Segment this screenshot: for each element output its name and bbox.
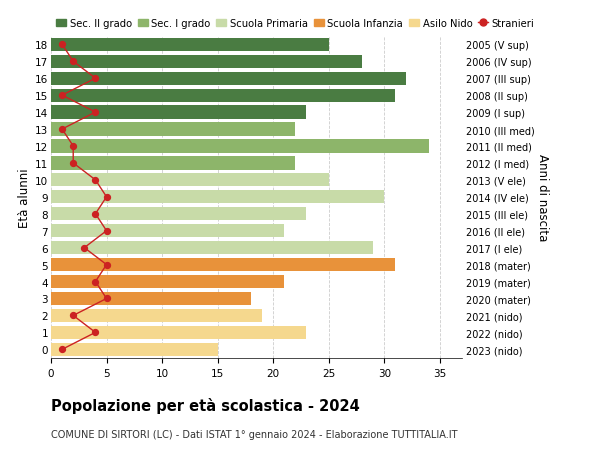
Point: [80, 245, 89, 252]
Point: [58, 126, 67, 134]
Point: [91, 278, 100, 285]
Bar: [51, 39, 329, 52]
Bar: [51, 309, 262, 322]
Point: [91, 75, 100, 83]
Bar: [51, 90, 395, 102]
Text: COMUNE DI SIRTORI (LC) - Dati ISTAT 1° gennaio 2024 - Elaborazione TUTTITALIA.IT: COMUNE DI SIRTORI (LC) - Dati ISTAT 1° g…: [51, 429, 458, 439]
Point: [68, 312, 78, 319]
Point: [58, 346, 67, 353]
Bar: [51, 56, 362, 69]
Text: Popolazione per età scolastica - 2024: Popolazione per età scolastica - 2024: [51, 397, 360, 413]
Point: [91, 109, 100, 117]
Y-axis label: Età alunni: Età alunni: [18, 168, 31, 227]
Point: [68, 58, 78, 66]
Point: [68, 160, 78, 167]
Y-axis label: Anni di nascita: Anni di nascita: [536, 154, 549, 241]
Bar: [51, 326, 307, 339]
Bar: [51, 174, 329, 187]
Bar: [51, 140, 428, 153]
Bar: [51, 157, 295, 170]
Point: [102, 228, 112, 235]
Point: [58, 41, 67, 49]
Point: [102, 194, 112, 201]
Bar: [51, 275, 284, 289]
Point: [102, 261, 112, 269]
Point: [68, 143, 78, 150]
Point: [91, 211, 100, 218]
Point: [91, 177, 100, 184]
Bar: [51, 123, 295, 136]
Bar: [51, 241, 373, 255]
Bar: [51, 292, 251, 305]
Point: [58, 92, 67, 100]
Bar: [51, 224, 284, 238]
Point: [91, 329, 100, 336]
Bar: [51, 343, 218, 356]
Bar: [51, 258, 395, 272]
Point: [102, 295, 112, 302]
Bar: [51, 73, 406, 85]
Bar: [51, 106, 307, 119]
Bar: [51, 191, 384, 204]
Bar: [51, 207, 307, 221]
Legend: Sec. II grado, Sec. I grado, Scuola Primaria, Scuola Infanzia, Asilo Nido, Stran: Sec. II grado, Sec. I grado, Scuola Prim…: [56, 18, 535, 28]
